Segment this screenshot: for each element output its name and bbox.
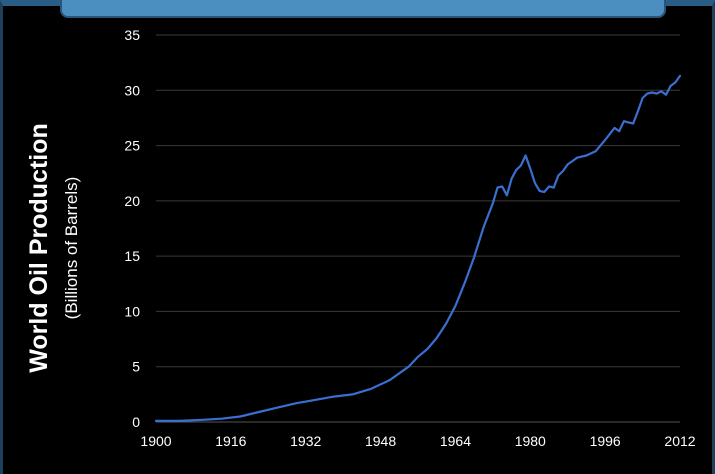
y-tick-label: 35	[124, 27, 140, 43]
x-tick-label: 2012	[664, 433, 695, 449]
y-tick-label: 30	[124, 82, 140, 98]
top-banner	[60, 0, 666, 18]
x-tick-label: 1916	[215, 433, 246, 449]
x-tick-labels: 1900 1916 1932 1948 1964 1980 1996 2012	[140, 433, 695, 449]
x-tick-label: 1948	[365, 433, 396, 449]
series-line-oil-production	[154, 74, 682, 422]
y-tick-label: 20	[124, 193, 140, 209]
y-tick-label: 5	[132, 359, 140, 375]
gridlines	[156, 34, 680, 423]
x-tick-label: 1900	[140, 433, 171, 449]
y-tick-label: 10	[124, 303, 140, 319]
x-tick-label: 1932	[290, 433, 321, 449]
y-tick-label: 25	[124, 138, 140, 154]
y-tick-label: 0	[132, 414, 140, 430]
x-tick-label: 1980	[515, 433, 546, 449]
x-tick-label: 1964	[440, 433, 471, 449]
series-group	[154, 74, 682, 422]
y-tick-label: 15	[124, 248, 140, 264]
x-tick-label: 1996	[590, 433, 621, 449]
y-axis-title: World Oil Production	[25, 123, 53, 373]
y-axis-subtitle: (Billions of Barrels)	[62, 177, 81, 320]
y-tick-labels: 0 5 10 15 20 25 30 35	[124, 27, 140, 430]
